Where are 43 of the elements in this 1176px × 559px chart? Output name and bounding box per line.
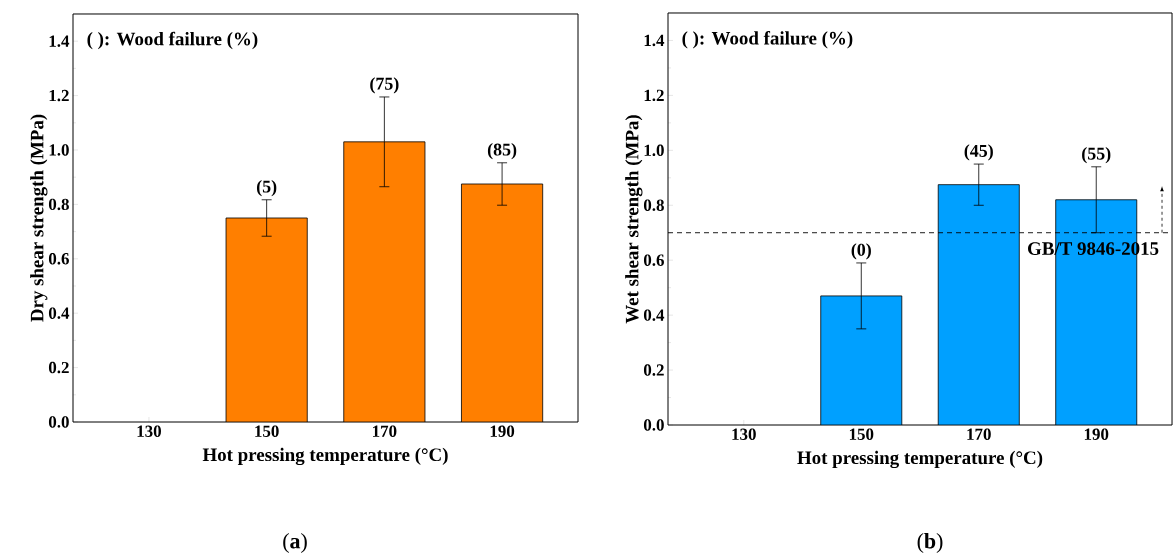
x-tick-label: 150: [849, 428, 874, 440]
annotation: ( ): Wood failure (%): [682, 31, 853, 49]
y-tick-label: 0.0: [643, 419, 664, 431]
bar: [225, 217, 308, 422]
annotation: (45): [964, 144, 993, 161]
x-tick-label: 190: [1084, 428, 1109, 440]
text: (a): [283, 533, 307, 553]
y-tick-label: 1.2: [644, 89, 664, 102]
x-axis-title: Hot pressing temperature (°C): [797, 450, 1043, 469]
y-tick-label: 1.2: [49, 89, 69, 102]
y-tick-label: 0.8: [643, 199, 664, 212]
annotation: (0): [851, 243, 871, 260]
y-tick-label: 0.0: [48, 416, 69, 428]
x-tick-label: 130: [732, 428, 756, 440]
x-axis-title: Hot pressing temperature (°C): [202, 447, 448, 466]
annotation: (85): [487, 142, 517, 160]
y-tick-label: 1.0: [644, 144, 664, 157]
y-axis-title: Wet shear strength (MPa): [625, 115, 643, 324]
y-tick-label: 0.4: [48, 307, 70, 319]
y-tick-label: 1.4: [49, 35, 70, 47]
y-tick-label: 0.8: [48, 198, 69, 211]
bar: [343, 141, 426, 422]
bar: [461, 183, 544, 422]
x-tick-label: 150: [255, 425, 279, 437]
x-tick-label: 190: [490, 425, 515, 437]
y-tick-label: 1.4: [644, 34, 665, 47]
y-tick-label: 0.6: [48, 253, 69, 265]
y-tick-label: 1.0: [49, 144, 69, 156]
annotation: (55): [1082, 147, 1111, 164]
text: (b): [917, 533, 943, 553]
x-tick-label: 130: [137, 425, 161, 437]
bar: [820, 295, 903, 425]
y-tick-label: 0.2: [643, 364, 664, 376]
y-axis-title: Dry shear strength (MPa): [30, 114, 48, 322]
y-tick-label: 0.4: [643, 309, 665, 321]
x-tick-label: 170: [373, 425, 397, 437]
y-tick-label: 0.2: [48, 361, 69, 374]
annotation: ( ): Wood failure (%): [87, 31, 258, 50]
annotation: (75): [370, 77, 399, 94]
annotation: (5): [256, 179, 277, 197]
bar: [937, 184, 1020, 425]
x-tick-label: 170: [967, 428, 991, 440]
y-tick-label: 0.6: [643, 254, 664, 266]
